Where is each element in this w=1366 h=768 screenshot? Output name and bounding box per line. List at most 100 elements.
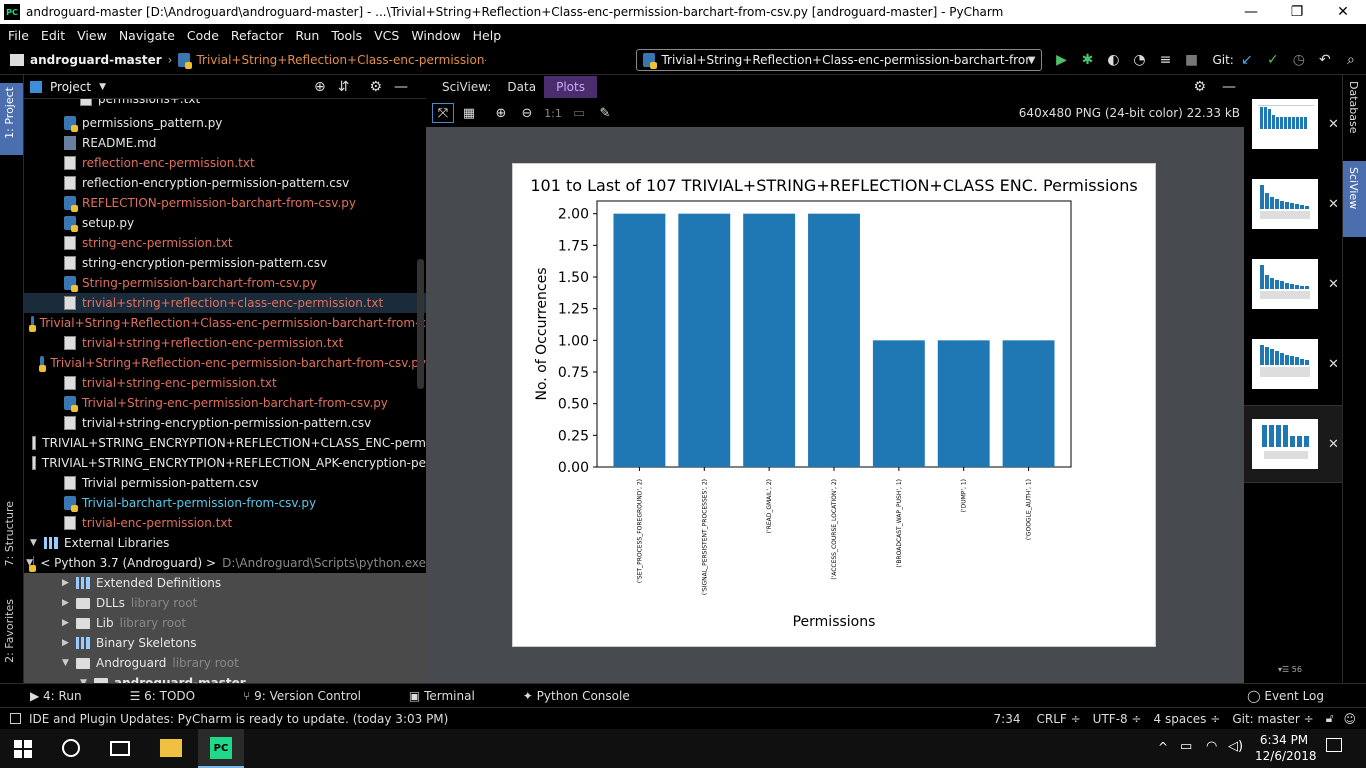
- terminal-tool-tab[interactable]: ▣ Terminal: [408, 688, 475, 703]
- menu-help[interactable]: Help: [472, 27, 502, 43]
- chevron-down-icon[interactable]: ▼: [99, 81, 106, 92]
- tree-scrollbar[interactable]: [417, 259, 424, 389]
- version-control-tool-tab[interactable]: ⑂ 9: Version Control: [243, 688, 361, 703]
- breadcrumb-project[interactable]: androguard-master: [30, 53, 162, 67]
- expanded-arrow-icon[interactable]: ▼: [62, 658, 69, 668]
- tree-item[interactable]: trivial+string+reflection+class-enc-perm…: [24, 293, 426, 313]
- actual-size-button[interactable]: 1:1: [544, 106, 562, 120]
- debug-icon[interactable]: ✱: [1081, 52, 1094, 68]
- git-update-icon[interactable]: ↙: [1240, 52, 1253, 68]
- indent-setting[interactable]: 4 spaces ÷: [1153, 711, 1221, 726]
- close-icon[interactable]: ✕: [1328, 437, 1339, 452]
- tree-item[interactable]: trivial+string-enc-permission.txt: [24, 373, 426, 393]
- tree-item[interactable]: permissions+.txt: [24, 99, 426, 109]
- profile-icon[interactable]: ◔: [1133, 52, 1146, 68]
- hide-panel-icon[interactable]: —: [394, 78, 409, 95]
- plot-thumbnail-5[interactable]: [1252, 419, 1318, 469]
- minimize-icon[interactable]: —: [1244, 4, 1258, 20]
- menu-code[interactable]: Code: [186, 27, 219, 43]
- tree-item[interactable]: trivial+string-encryption-permission-pat…: [24, 413, 426, 433]
- close-icon[interactable]: ✕: [1328, 277, 1339, 292]
- menu-window[interactable]: Window: [411, 27, 461, 43]
- tab-plots[interactable]: Plots: [544, 76, 597, 98]
- restore-icon[interactable]: ❐: [1290, 4, 1304, 20]
- cortana-icon[interactable]: [62, 739, 80, 757]
- tree-item[interactable]: ▼ androguard-master: [24, 673, 426, 683]
- tree-item[interactable]: ▶ Binary Skeletons: [24, 633, 426, 653]
- tree-item[interactable]: String-permission-barchart-from-csv.py: [24, 273, 426, 293]
- tab-data[interactable]: Data: [507, 80, 537, 94]
- todo-tool-tab[interactable]: ☰ 6: TODO: [129, 688, 196, 703]
- locate-file-icon[interactable]: ⊕: [313, 78, 326, 95]
- menu-refactor[interactable]: Refactor: [230, 27, 284, 43]
- menu-edit[interactable]: Edit: [40, 27, 66, 43]
- close-icon[interactable]: ✕: [1328, 197, 1339, 212]
- cursor-position[interactable]: 7:34: [993, 711, 1021, 726]
- tree-item[interactable]: reflection-enc-permission.txt: [24, 153, 426, 173]
- show-hidden-icons[interactable]: ^: [1158, 740, 1169, 754]
- tree-item[interactable]: setup.py: [24, 213, 426, 233]
- collapsed-arrow-icon[interactable]: ▶: [62, 618, 69, 628]
- breadcrumb-file[interactable]: Trivial+String+Reflection+Class-enc-perm…: [196, 53, 487, 67]
- collapsed-arrow-icon[interactable]: ▶: [62, 598, 69, 608]
- concurrency-icon[interactable]: ≡: [1159, 52, 1172, 68]
- menu-vcs[interactable]: VCS: [374, 27, 400, 43]
- volume-icon[interactable]: ◁): [1228, 739, 1244, 754]
- tree-item[interactable]: TRIVIAL+STRING_ENCRYTPION+REFLECTION_APK…: [24, 453, 426, 473]
- expand-icon[interactable]: ▾☰ 56: [1278, 665, 1302, 674]
- tree-item[interactable]: string-enc-permission.txt: [24, 233, 426, 253]
- line-separator[interactable]: CRLF ÷: [1036, 711, 1081, 726]
- background-icon[interactable]: ▭: [572, 105, 586, 121]
- wifi-icon[interactable]: ◠: [1206, 739, 1218, 754]
- tree-item[interactable]: ▶ Lib library root: [24, 613, 426, 633]
- grid-icon[interactable]: ▦: [462, 105, 476, 121]
- tree-item[interactable]: Trivial permission-pattern.csv: [24, 473, 426, 493]
- tree-item[interactable]: TRIVIAL+STRING_ENCRYPTION+REFLECTION+CLA…: [24, 433, 426, 453]
- tree-item[interactable]: ▼ External Libraries: [24, 533, 426, 553]
- tree-item[interactable]: Trivial+String+Reflection+Class-enc-perm…: [24, 313, 426, 333]
- run-configuration-select[interactable]: Trivial+String+Reflection+Class-enc-perm…: [636, 49, 1043, 71]
- stop-icon[interactable]: ■: [1184, 52, 1199, 68]
- tree-item[interactable]: reflection-encryption-permission-pattern…: [24, 173, 426, 193]
- database-tool-tab[interactable]: Database: [1347, 81, 1360, 134]
- coverage-icon[interactable]: ◐: [1107, 52, 1120, 68]
- tree-item[interactable]: ▶ Extended Definitions: [24, 573, 426, 593]
- expanded-arrow-icon[interactable]: ▼: [80, 678, 87, 683]
- revert-icon[interactable]: ↶: [1318, 52, 1331, 68]
- notifications-icon[interactable]: [1326, 738, 1342, 752]
- tree-item[interactable]: trivial-enc-permission.txt: [24, 513, 426, 533]
- tree-item[interactable]: ▶ DLLs library root: [24, 593, 426, 613]
- tree-item[interactable]: string-encryption-permission-pattern.csv: [24, 253, 426, 273]
- plot-thumbnail-3[interactable]: [1252, 259, 1318, 309]
- project-tool-tab[interactable]: 1: Project: [3, 87, 16, 139]
- python-console-tool-tab[interactable]: ✦ Python Console: [522, 688, 630, 703]
- history-icon[interactable]: ◷: [1292, 52, 1305, 68]
- file-explorer-icon[interactable]: [160, 739, 182, 757]
- git-commit-icon[interactable]: ✓: [1266, 52, 1279, 68]
- close-icon[interactable]: ✕: [1337, 4, 1349, 20]
- collapse-all-icon[interactable]: ⇵: [337, 78, 350, 95]
- battery-icon[interactable]: ▭: [1180, 739, 1193, 754]
- hide-panel-icon[interactable]: —: [1222, 79, 1236, 95]
- zoom-out-icon[interactable]: ⊖: [521, 105, 533, 121]
- start-icon[interactable]: [14, 740, 32, 758]
- structure-tool-tab[interactable]: 7: Structure: [3, 501, 16, 567]
- tree-item[interactable]: ▼ < Python 3.7 (Androguard) > D:\Androguar…: [24, 553, 426, 573]
- task-view-icon[interactable]: [110, 741, 130, 756]
- expanded-arrow-icon[interactable]: ▼: [30, 538, 37, 548]
- pycharm-taskbar-button[interactable]: PC: [198, 729, 244, 768]
- collapsed-arrow-icon[interactable]: ▶: [62, 578, 69, 588]
- plot-thumbnail-2[interactable]: [1252, 179, 1318, 229]
- close-icon[interactable]: ✕: [1328, 117, 1339, 132]
- menu-navigate[interactable]: Navigate: [118, 27, 175, 43]
- color-picker-icon[interactable]: ✎: [599, 105, 611, 121]
- fit-to-window-icon[interactable]: ⤧: [432, 103, 454, 123]
- tree-item[interactable]: Trivial+String+Reflection-enc-permission…: [24, 353, 426, 373]
- tree-item[interactable]: permissions_pattern.py: [24, 113, 426, 133]
- plot-thumbnail-1[interactable]: [1252, 99, 1318, 149]
- tree-item[interactable]: REFLECTION-permission-barchart-from-csv.…: [24, 193, 426, 213]
- status-message[interactable]: IDE and Plugin Updates: PyCharm is ready…: [29, 711, 449, 726]
- tree-item[interactable]: Trivial+String-enc-permission-barchart-f…: [24, 393, 426, 413]
- git-branch[interactable]: Git: master ÷: [1232, 711, 1314, 726]
- menu-run[interactable]: Run: [295, 27, 320, 43]
